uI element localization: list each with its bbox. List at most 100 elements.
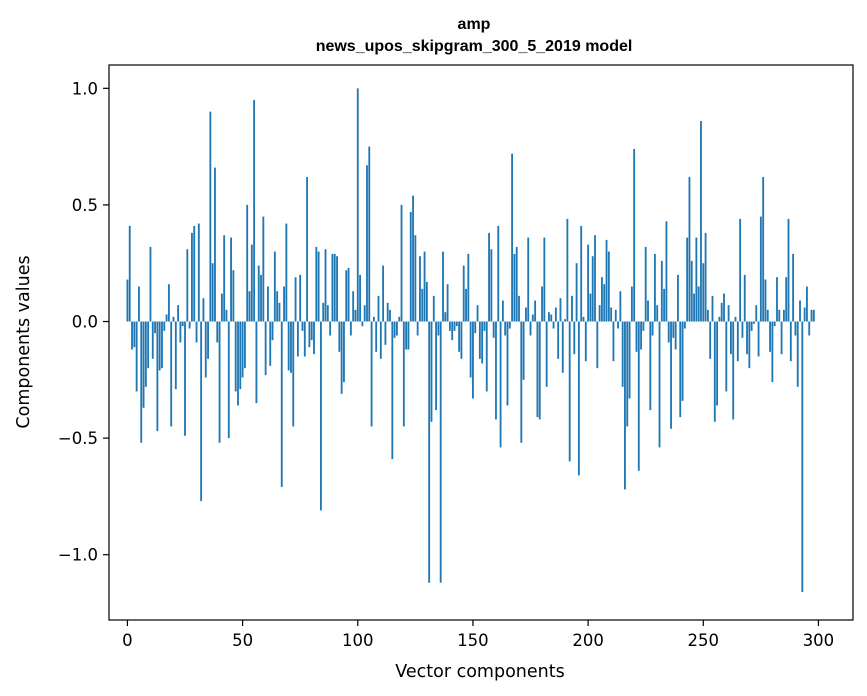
bar <box>338 321 341 352</box>
bar <box>607 251 610 322</box>
bar <box>294 277 297 322</box>
bar <box>508 321 511 329</box>
bar <box>280 321 283 488</box>
y-tick-label: −1.0 <box>58 546 98 565</box>
bar <box>437 321 440 336</box>
bar <box>347 267 350 322</box>
bar <box>264 321 267 376</box>
bar <box>587 244 590 322</box>
bar <box>446 284 449 322</box>
bar <box>488 232 490 322</box>
bar <box>796 321 799 387</box>
bar <box>635 321 638 352</box>
bar <box>382 265 385 322</box>
bar <box>716 321 719 406</box>
bar <box>566 218 569 322</box>
bar <box>398 316 401 322</box>
bar <box>499 321 502 448</box>
bar <box>144 321 147 387</box>
bar <box>520 321 523 443</box>
bar <box>156 321 159 432</box>
bar <box>193 225 196 322</box>
bar <box>257 265 260 322</box>
bar <box>681 321 684 401</box>
bar <box>527 237 530 322</box>
bar <box>253 99 256 322</box>
bar <box>485 321 488 392</box>
bar <box>718 316 721 322</box>
bar <box>234 321 237 392</box>
bar <box>693 293 695 322</box>
bar <box>746 321 748 355</box>
bar-series <box>126 88 815 593</box>
bar <box>343 321 345 383</box>
bar <box>633 148 636 322</box>
bar <box>349 321 352 336</box>
bar <box>172 316 175 322</box>
bar <box>789 321 792 362</box>
bar <box>782 309 785 322</box>
bar <box>460 321 463 359</box>
x-tick-label: 150 <box>457 631 489 650</box>
bar <box>458 321 461 352</box>
bar <box>216 321 219 343</box>
bar <box>400 204 403 322</box>
bar <box>739 218 742 322</box>
bar <box>405 321 408 350</box>
bar <box>177 305 180 322</box>
bar <box>409 211 412 322</box>
bar <box>239 321 242 390</box>
bar <box>568 321 571 462</box>
bar <box>806 286 808 322</box>
bar <box>727 305 730 322</box>
bar <box>366 165 368 322</box>
bar <box>723 293 725 322</box>
bar <box>725 321 728 392</box>
bar <box>209 111 212 322</box>
bar <box>149 246 152 322</box>
x-tick-label: 250 <box>688 631 720 650</box>
bar <box>292 321 295 427</box>
bar <box>363 305 366 322</box>
bar <box>396 321 398 336</box>
y-tick-label: 0.0 <box>72 313 98 332</box>
bar <box>614 309 617 322</box>
x-tick-label: 300 <box>803 631 835 650</box>
bar <box>552 321 555 329</box>
bar <box>211 263 214 322</box>
bar <box>534 300 537 322</box>
bar <box>262 216 265 322</box>
bar <box>612 321 615 362</box>
bar <box>133 321 136 348</box>
bar <box>287 321 290 371</box>
bar <box>741 321 744 338</box>
bar <box>368 146 371 322</box>
bar <box>432 295 435 322</box>
bar <box>626 321 629 427</box>
bar <box>439 321 442 583</box>
bar <box>702 263 705 322</box>
bar <box>419 256 421 322</box>
bar <box>787 218 790 322</box>
y-tick-label: −0.5 <box>58 429 98 448</box>
bar <box>667 321 670 343</box>
bar <box>184 321 186 436</box>
bar <box>522 321 525 380</box>
bar <box>319 321 322 511</box>
bar <box>732 321 735 420</box>
bar <box>730 321 732 355</box>
bar <box>370 321 373 427</box>
y-tick-label: 1.0 <box>72 79 98 98</box>
bar <box>389 309 391 322</box>
bar <box>584 321 587 362</box>
bar <box>561 321 564 373</box>
bar <box>165 314 168 322</box>
bar <box>663 288 666 322</box>
bar <box>642 321 645 331</box>
bar <box>483 321 486 331</box>
bar <box>598 305 601 322</box>
bar <box>753 321 755 324</box>
bar <box>743 274 746 322</box>
bar <box>246 204 249 322</box>
